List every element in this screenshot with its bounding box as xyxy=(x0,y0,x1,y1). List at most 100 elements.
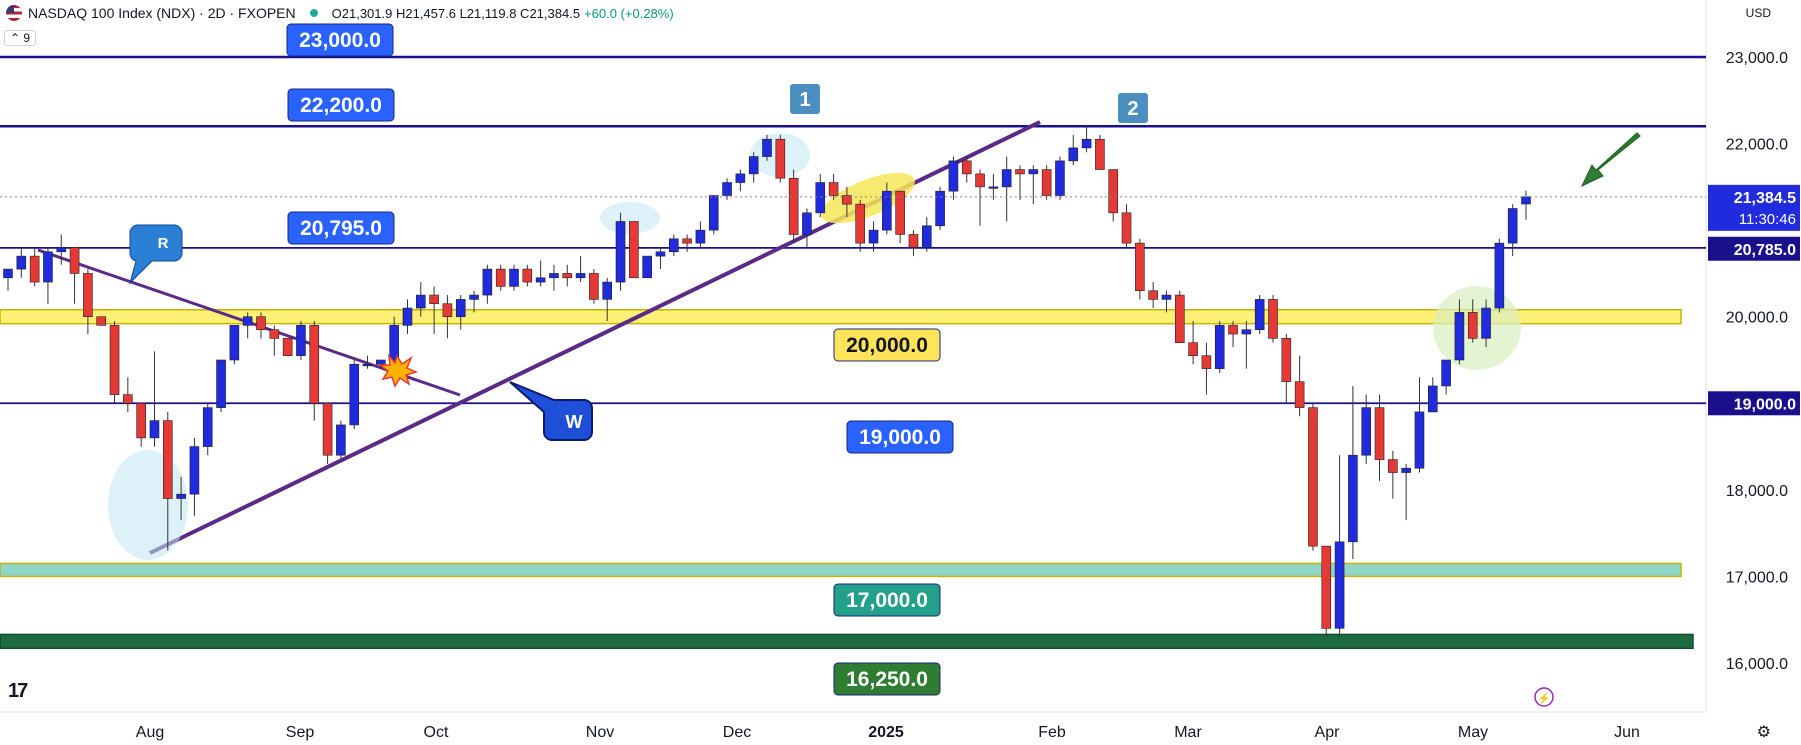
candle-body[interactable] xyxy=(1121,212,1132,244)
candle-body[interactable] xyxy=(535,277,546,283)
candle-body[interactable] xyxy=(895,190,905,235)
candle-body[interactable] xyxy=(1161,294,1172,300)
label-17000-box[interactable] xyxy=(833,583,941,617)
candle-body[interactable] xyxy=(1348,454,1358,543)
candle-body[interactable] xyxy=(615,221,626,283)
candle-body[interactable] xyxy=(136,402,146,439)
candle-body[interactable] xyxy=(762,138,772,157)
candle-body[interactable] xyxy=(655,251,666,257)
candle-body[interactable] xyxy=(442,303,453,318)
candle-body[interactable] xyxy=(269,329,280,339)
candle-body[interactable] xyxy=(1388,459,1398,473)
candle-body[interactable] xyxy=(549,273,559,279)
candle-body[interactable] xyxy=(1135,242,1145,292)
candle-body[interactable] xyxy=(642,255,652,279)
candle-body[interactable] xyxy=(855,203,866,244)
candle-body[interactable] xyxy=(56,247,67,253)
candle-body[interactable] xyxy=(109,325,120,395)
candle-body[interactable] xyxy=(882,190,892,231)
price-axis-panel[interactable] xyxy=(1706,0,1801,745)
candle-body[interactable] xyxy=(376,359,386,365)
candle-body[interactable] xyxy=(695,229,706,244)
candle-body[interactable] xyxy=(162,420,173,499)
candle-body[interactable] xyxy=(189,446,200,495)
candle-body[interactable] xyxy=(349,364,360,426)
candle-body[interactable] xyxy=(589,273,599,300)
label-16250-box[interactable] xyxy=(833,662,941,696)
candle-body[interactable] xyxy=(415,294,426,309)
candle-body[interactable] xyxy=(948,160,959,192)
candle-body[interactable] xyxy=(256,316,266,331)
candle-body[interactable] xyxy=(1507,208,1518,244)
candle-body[interactable] xyxy=(562,273,573,279)
candle-body[interactable] xyxy=(229,325,240,361)
candle-body[interactable] xyxy=(1201,355,1212,369)
candle-body[interactable] xyxy=(815,182,826,214)
candle-body[interactable] xyxy=(1334,541,1345,629)
candle-body[interactable] xyxy=(961,160,972,175)
candle-body[interactable] xyxy=(96,316,107,326)
candle-body[interactable] xyxy=(935,190,945,227)
candle-body[interactable] xyxy=(69,247,80,274)
candle-body[interactable] xyxy=(282,338,293,356)
currency-label[interactable]: USD xyxy=(1745,6,1771,20)
candle-body[interactable] xyxy=(522,268,533,283)
candle-body[interactable] xyxy=(362,364,373,367)
candle-body[interactable] xyxy=(1041,169,1052,196)
candle-body[interactable] xyxy=(868,229,879,244)
candle-body[interactable] xyxy=(242,316,253,326)
candle-body[interactable] xyxy=(908,234,919,248)
candle-body[interactable] xyxy=(788,177,799,235)
candle-body[interactable] xyxy=(43,251,53,283)
candle-body[interactable] xyxy=(802,212,812,235)
candle-body[interactable] xyxy=(602,281,613,300)
label-19000-box[interactable] xyxy=(846,420,954,454)
label-20000-box[interactable] xyxy=(833,328,941,362)
label-22200-box[interactable] xyxy=(287,88,395,122)
callout-R-box[interactable] xyxy=(129,224,183,285)
candle-body[interactable] xyxy=(1174,294,1185,343)
candle-body[interactable] xyxy=(1361,407,1372,456)
candle-body[interactable] xyxy=(1015,169,1025,175)
candle-body[interactable] xyxy=(482,268,493,296)
candle-body[interactable] xyxy=(629,221,639,279)
candle-body[interactable] xyxy=(668,238,679,253)
candle-body[interactable] xyxy=(123,394,133,404)
candle-body[interactable] xyxy=(708,195,719,231)
candle-body[interactable] xyxy=(1254,299,1265,330)
candle-body[interactable] xyxy=(1268,299,1278,339)
candle-body[interactable] xyxy=(1294,381,1305,408)
candle-body[interactable] xyxy=(509,268,519,287)
candle-body[interactable] xyxy=(921,225,932,248)
candle-body[interactable] xyxy=(1521,196,1531,205)
label-20795-box[interactable] xyxy=(287,211,395,245)
candle-body[interactable] xyxy=(828,182,839,196)
candle-body[interactable] xyxy=(1148,290,1158,300)
candle-body[interactable] xyxy=(309,325,320,404)
candle-body[interactable] xyxy=(975,173,985,188)
candle-body[interactable] xyxy=(389,325,399,361)
candle-body[interactable] xyxy=(1281,338,1292,382)
candle-body[interactable] xyxy=(216,359,226,408)
candle-body[interactable] xyxy=(575,273,586,279)
candle-body[interactable] xyxy=(842,195,852,205)
gear-icon[interactable]: ⚙ xyxy=(1756,724,1771,741)
candle-body[interactable] xyxy=(735,173,746,183)
candle-body[interactable] xyxy=(336,424,346,456)
candle-body[interactable] xyxy=(322,402,333,456)
lightning-icon[interactable] xyxy=(1534,687,1554,707)
candle-body[interactable] xyxy=(1068,147,1079,162)
candle-body[interactable] xyxy=(1401,467,1411,473)
marker-1-box[interactable] xyxy=(790,84,820,114)
candle-body[interactable] xyxy=(455,299,466,318)
candle-body[interactable] xyxy=(176,493,186,499)
candle-body[interactable] xyxy=(1494,242,1505,309)
candle-body[interactable] xyxy=(1374,407,1385,460)
indicator-toggle[interactable]: ⌃ 9 xyxy=(4,30,37,46)
candle-body[interactable] xyxy=(1188,342,1198,356)
candle-body[interactable] xyxy=(1214,325,1225,369)
candle-body[interactable] xyxy=(682,238,692,244)
candle-body[interactable] xyxy=(1055,160,1065,196)
candle-body[interactable] xyxy=(296,325,306,356)
candle-body[interactable] xyxy=(469,294,479,300)
